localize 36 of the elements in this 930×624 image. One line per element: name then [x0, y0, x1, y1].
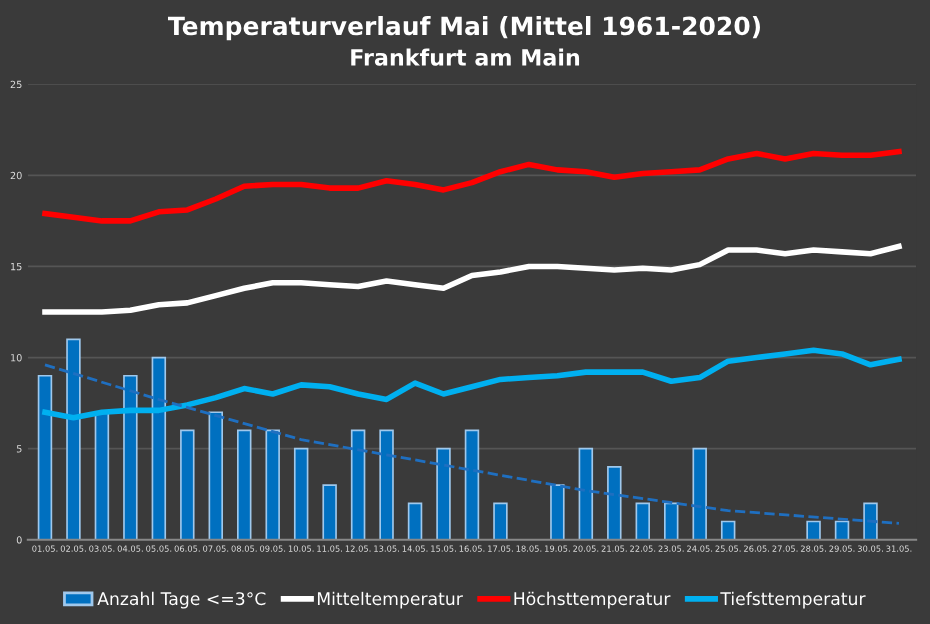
legend-label: Anzahl Tage <=3°C — [97, 591, 266, 609]
bar — [834, 520, 850, 540]
bar — [265, 429, 280, 540]
bar — [407, 502, 423, 540]
bar — [635, 502, 651, 540]
bar — [663, 502, 679, 540]
bar — [237, 429, 252, 540]
bar — [66, 338, 81, 540]
line-series — [42, 148, 902, 224]
bar — [94, 411, 110, 540]
line-series — [42, 243, 902, 315]
legend-label: Tiefsttemperatur — [720, 591, 866, 609]
bar — [550, 484, 565, 540]
bar — [180, 429, 195, 540]
chart-title: Temperaturverlauf Mai (Mittel 1961-2020) — [167, 15, 760, 41]
bar — [151, 356, 167, 540]
bar — [350, 429, 366, 540]
bar — [37, 374, 53, 540]
bar — [436, 447, 451, 540]
bar — [493, 502, 508, 540]
chart-subtitle: Frankfurt am Main — [351, 48, 580, 66]
legend-label: Mitteltemperatur — [317, 591, 463, 609]
bar — [464, 429, 480, 540]
line-series — [42, 347, 902, 421]
bar — [863, 502, 878, 540]
bar — [379, 429, 394, 540]
bar — [720, 520, 736, 540]
bar — [293, 447, 309, 540]
bar — [208, 411, 224, 540]
bar — [578, 447, 594, 540]
bar — [123, 374, 138, 540]
bar — [806, 520, 821, 540]
bar — [322, 484, 337, 540]
bar — [692, 447, 707, 540]
bar — [607, 466, 622, 540]
legend-label: Höchsttemperatur — [514, 591, 671, 609]
